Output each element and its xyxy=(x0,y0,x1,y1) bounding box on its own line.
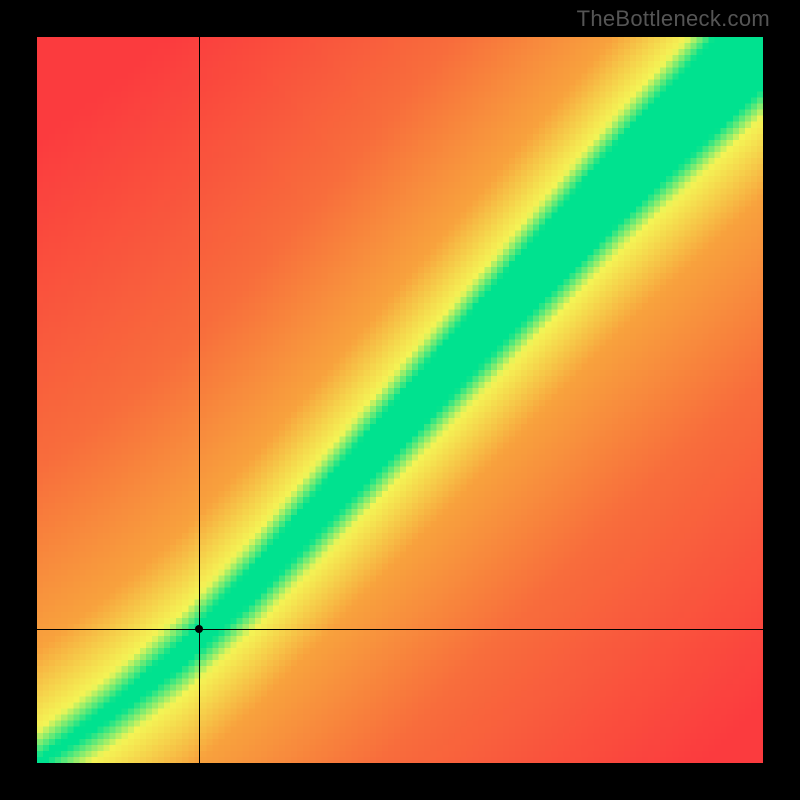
chart-container: TheBottleneck.com xyxy=(0,0,800,800)
watermark-text: TheBottleneck.com xyxy=(577,6,770,32)
plot-area xyxy=(37,37,763,763)
crosshair-marker xyxy=(195,625,203,633)
heatmap-canvas xyxy=(37,37,763,763)
crosshair-vertical xyxy=(199,37,200,763)
crosshair-horizontal xyxy=(37,629,763,630)
